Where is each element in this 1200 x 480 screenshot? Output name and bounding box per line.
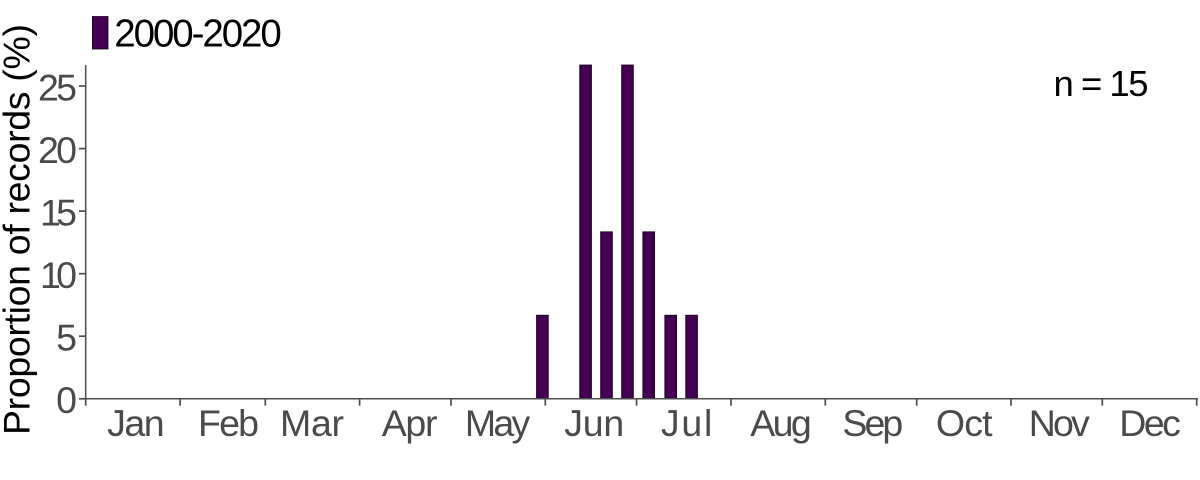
svg-text:n = 15: n = 15 bbox=[1054, 63, 1149, 104]
svg-text:Apr: Apr bbox=[382, 402, 438, 444]
svg-text:Nov: Nov bbox=[1029, 402, 1090, 444]
svg-text:Sep: Sep bbox=[842, 402, 903, 444]
svg-text:20: 20 bbox=[38, 129, 77, 171]
svg-text:Jun: Jun bbox=[564, 402, 624, 444]
svg-text:5: 5 bbox=[56, 317, 77, 359]
svg-text:2000-2020: 2000-2020 bbox=[114, 13, 281, 56]
svg-text:Jul: Jul bbox=[661, 402, 712, 444]
svg-text:15: 15 bbox=[40, 191, 77, 233]
svg-text:Feb: Feb bbox=[198, 402, 259, 444]
svg-text:Dec: Dec bbox=[1119, 402, 1181, 444]
svg-text:May: May bbox=[465, 402, 531, 444]
svg-text:Proportion of records (%): Proportion of records (%) bbox=[0, 24, 38, 435]
svg-text:10: 10 bbox=[40, 254, 77, 296]
svg-text:Mar: Mar bbox=[280, 402, 344, 444]
svg-text:Aug: Aug bbox=[750, 402, 811, 444]
svg-text:0: 0 bbox=[56, 379, 77, 421]
svg-text:Jan: Jan bbox=[107, 402, 165, 444]
svg-text:Oct: Oct bbox=[936, 402, 993, 444]
svg-text:25: 25 bbox=[38, 66, 77, 108]
